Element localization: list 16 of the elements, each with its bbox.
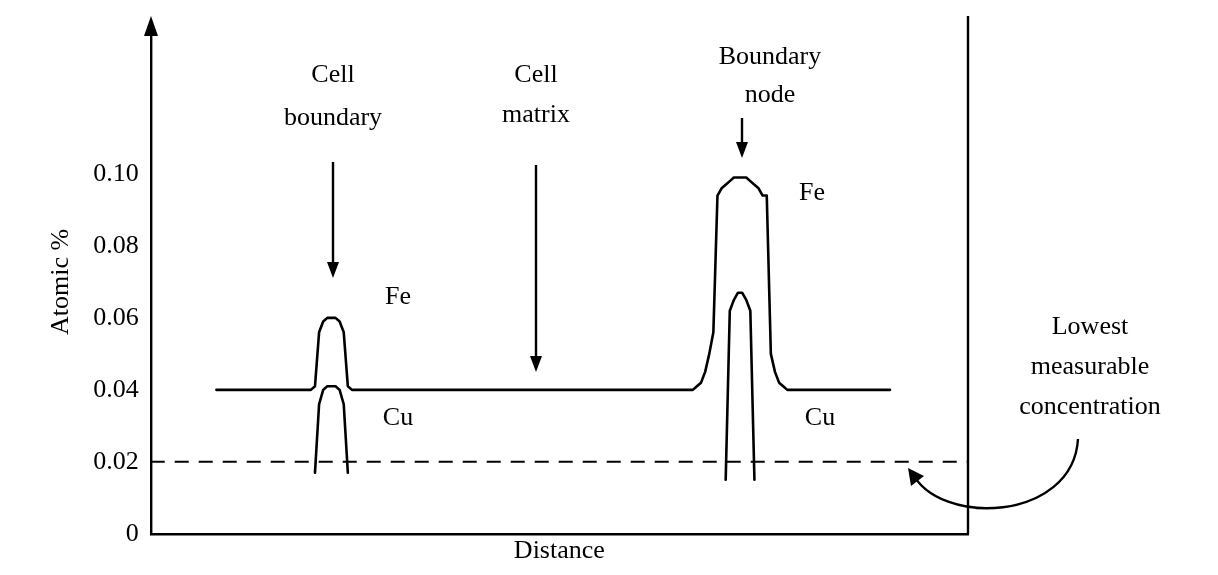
y-tick-label: 0.08	[93, 229, 139, 259]
y-axis-title: Atomic %	[45, 228, 75, 335]
annotation: Cu	[382, 401, 414, 431]
y-tick-label: 0.02	[93, 445, 139, 475]
y-tick-label: 0.10	[93, 157, 139, 187]
annotation: Cell matrix	[502, 58, 570, 128]
annotation: Cell boundary	[283, 58, 383, 131]
ref-line-label: Lowest measurable concentration	[1019, 310, 1161, 420]
annotation: Cu	[804, 401, 836, 431]
y-tick-label: 0	[125, 517, 139, 547]
annotation: Fe	[385, 280, 411, 310]
y-tick-label: 0.04	[93, 373, 139, 403]
annotation: Boundary node	[718, 40, 822, 108]
x-axis-title: Distance	[513, 535, 605, 565]
y-tick-label: 0.06	[93, 301, 139, 331]
annotation: Fe	[799, 176, 825, 206]
